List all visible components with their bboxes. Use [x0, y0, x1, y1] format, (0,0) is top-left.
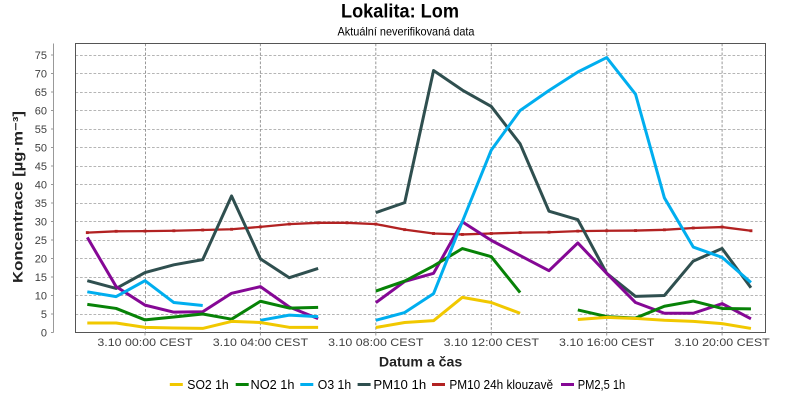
svg-text:PM10 1h: PM10 1h: [373, 377, 426, 392]
svg-text:Datum a čas: Datum a čas: [379, 355, 462, 370]
svg-text:PM2,5 1h: PM2,5 1h: [578, 377, 626, 392]
svg-text:3.10 12:00 CEST: 3.10 12:00 CEST: [444, 337, 540, 349]
svg-text:Lokalita: Lom: Lokalita: Lom: [341, 2, 459, 23]
svg-text:35: 35: [35, 198, 47, 210]
svg-text:60: 60: [35, 106, 47, 118]
svg-text:5: 5: [41, 309, 47, 321]
svg-text:10: 10: [35, 291, 47, 303]
svg-text:SO2 1h: SO2 1h: [187, 377, 228, 392]
svg-text:30: 30: [35, 217, 47, 229]
svg-text:40: 40: [35, 180, 47, 192]
svg-text:50: 50: [35, 143, 47, 155]
svg-text:Aktuální neverifikovaná data: Aktuální neverifikovaná data: [338, 25, 475, 39]
svg-text:15: 15: [35, 272, 47, 284]
svg-text:PM10 24h klouzavě: PM10 24h klouzavě: [449, 377, 553, 392]
svg-text:70: 70: [35, 69, 47, 81]
svg-text:25: 25: [35, 235, 47, 247]
svg-text:3.10 20:00 CEST: 3.10 20:00 CEST: [674, 337, 770, 349]
svg-text:45: 45: [35, 161, 47, 173]
svg-text:3.10 08:00 CEST: 3.10 08:00 CEST: [328, 337, 424, 349]
svg-text:75: 75: [35, 50, 47, 62]
svg-text:O3 1h: O3 1h: [318, 377, 351, 392]
svg-text:20: 20: [35, 254, 47, 266]
svg-text:Koncentrace [µg·m⁻³]: Koncentrace [µg·m⁻³]: [11, 111, 26, 283]
svg-text:3.10 04:00 CEST: 3.10 04:00 CEST: [213, 337, 309, 349]
svg-text:0: 0: [41, 328, 47, 340]
svg-text:65: 65: [35, 87, 47, 99]
svg-text:55: 55: [35, 124, 47, 136]
svg-text:3.10 00:00 CEST: 3.10 00:00 CEST: [97, 337, 193, 349]
svg-text:3.10 16:00 CEST: 3.10 16:00 CEST: [559, 337, 655, 349]
svg-text:NO2 1h: NO2 1h: [251, 377, 295, 392]
